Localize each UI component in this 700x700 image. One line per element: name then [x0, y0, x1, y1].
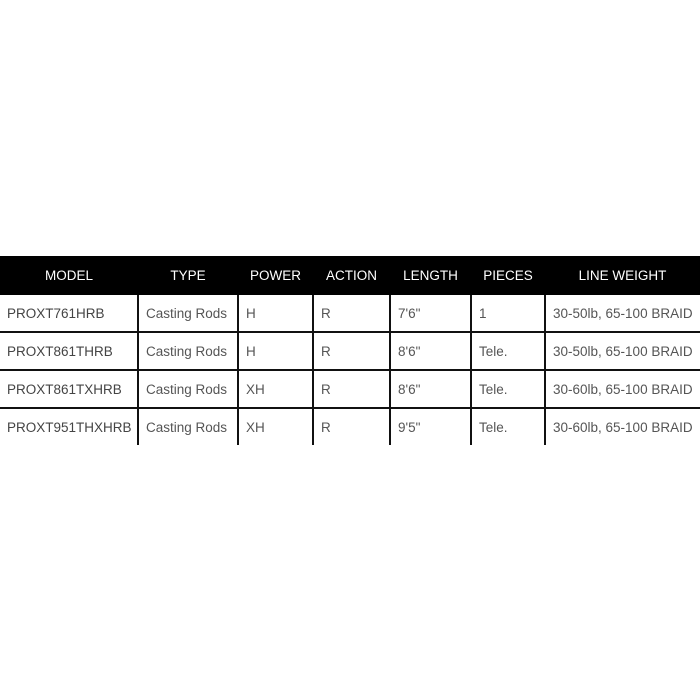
cell-pieces: Tele. — [470, 407, 545, 445]
cell-power: XH — [237, 407, 313, 445]
header-power: POWER — [238, 256, 313, 295]
header-model: MODEL — [0, 256, 138, 295]
header-pieces: PIECES — [471, 256, 545, 295]
cell-line-weight: 30-50lb, 65-100 BRAID — [544, 331, 700, 370]
cell-action: R — [312, 407, 390, 445]
cell-model: PROXT861THRB — [0, 331, 138, 370]
cell-action: R — [312, 369, 390, 408]
cell-power: H — [237, 331, 313, 370]
cell-length: 8'6" — [389, 369, 471, 408]
cell-power: H — [237, 295, 313, 332]
table-row: PROXT861TXHRB Casting Rods XH R 8'6" Tel… — [0, 369, 700, 408]
cell-model: PROXT761HRB — [7, 305, 105, 321]
cell-line-weight: 30-60lb, 65-100 BRAID — [544, 407, 700, 445]
cell-line-weight: 30-60lb, 65-100 BRAID — [544, 369, 700, 408]
cell-length: 8'6" — [389, 331, 471, 370]
cell-pieces: 1 — [470, 295, 545, 332]
table-row: PROXT861THRB Casting Rods H R 8'6" Tele.… — [0, 331, 700, 370]
cell-type: Casting Rods — [137, 407, 238, 445]
header-line-weight: LINE WEIGHT — [545, 256, 700, 295]
header-type: TYPE — [138, 256, 238, 295]
cell-action: R — [312, 331, 390, 370]
header-row: MODEL TYPE POWER ACTION LENGTH PIECES LI… — [0, 256, 700, 295]
cell-type: Casting Rods — [137, 295, 238, 332]
cell-pieces: Tele. — [470, 369, 545, 408]
cell-type: Casting Rods — [137, 369, 238, 408]
table-row: PROXT761HRB Casting Rods H R 7'6" 1 30-5… — [0, 295, 700, 332]
header-length: LENGTH — [390, 256, 471, 295]
table-row: PROXT951THXHRB Casting Rods XH R 9'5" Te… — [0, 407, 700, 445]
cell-line-weight: 30-50lb, 65-100 BRAID — [544, 295, 700, 332]
cell-model: PROXT861TXHRB — [0, 369, 138, 408]
cell-length: 7'6" — [389, 295, 471, 332]
header-action: ACTION — [313, 256, 390, 295]
cell-length: 9'5" — [389, 407, 471, 445]
cell-type: Casting Rods — [137, 331, 238, 370]
cell-pieces: Tele. — [470, 331, 545, 370]
rod-spec-table: MODEL TYPE POWER ACTION LENGTH PIECES LI… — [0, 256, 700, 445]
cell-action: R — [312, 295, 390, 332]
cell-model: PROXT951THXHRB — [0, 407, 138, 445]
cell-power: XH — [237, 369, 313, 408]
